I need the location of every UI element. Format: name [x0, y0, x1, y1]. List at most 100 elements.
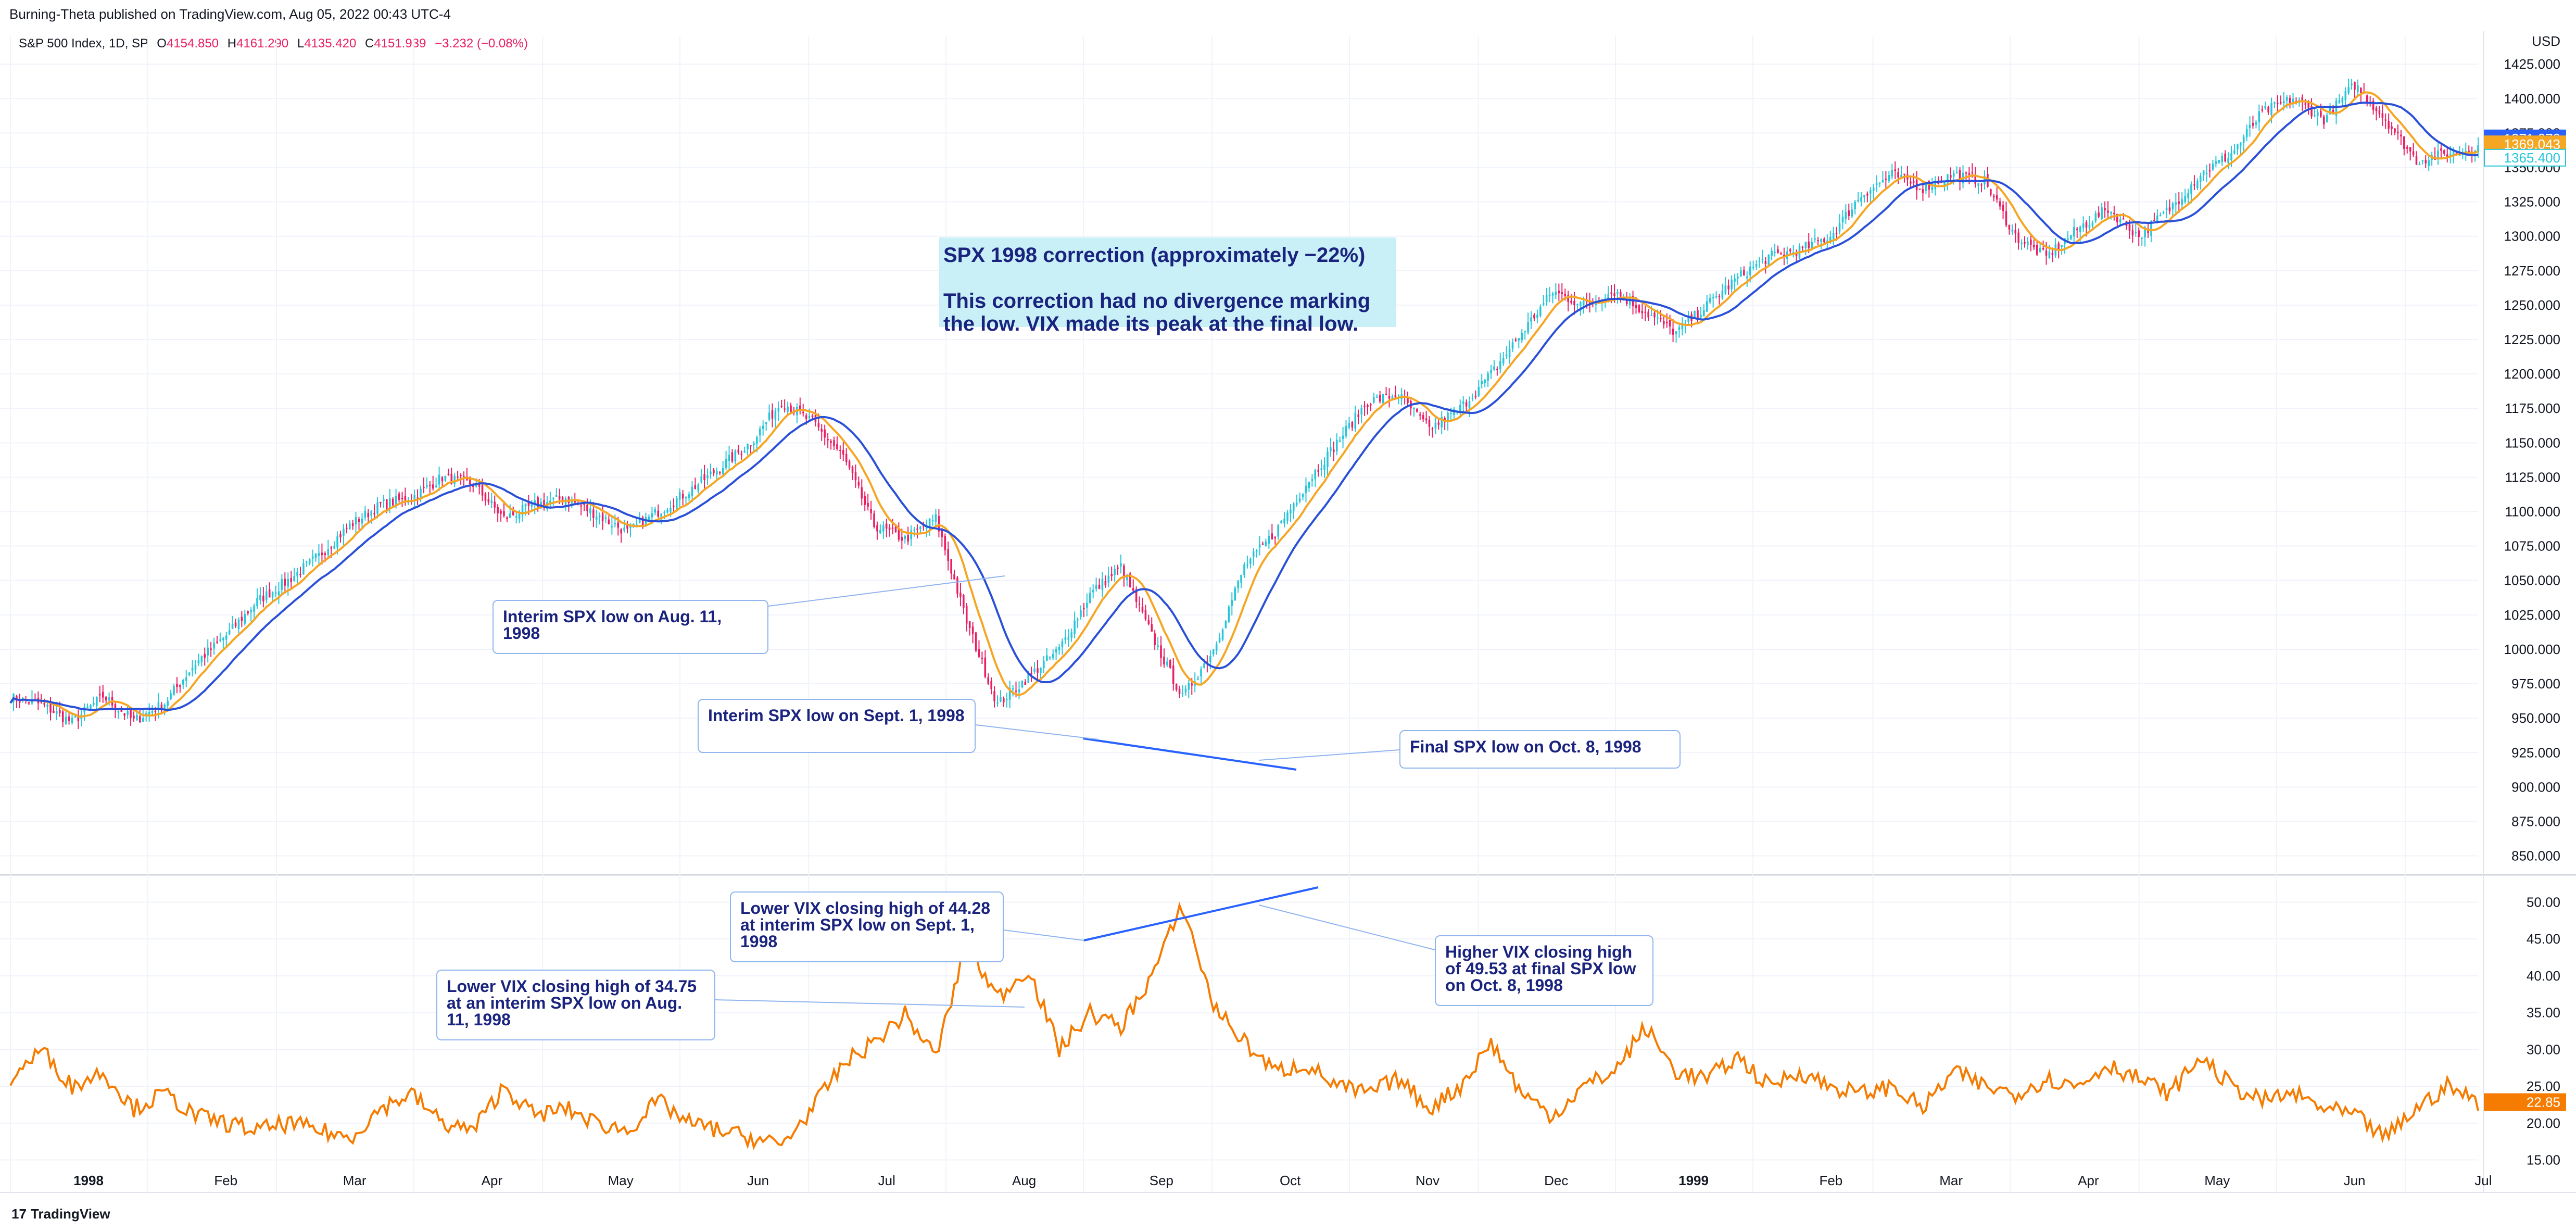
candle-body — [299, 574, 301, 575]
main-annotation[interactable]: SPX 1998 correction (approximately −22%)… — [939, 237, 1396, 335]
callout-vix-aug11[interactable]: Lower VIX closing high of 34.75 at an in… — [436, 970, 715, 1040]
candle-body — [1848, 210, 1850, 216]
candle-body — [629, 525, 632, 528]
candle-body — [1345, 425, 1347, 436]
candle-body — [879, 530, 881, 534]
candle-body — [963, 595, 965, 608]
candle-body — [2187, 193, 2189, 198]
candle-body — [1308, 482, 1310, 488]
candle-body — [1872, 187, 1875, 191]
callout-connector — [1258, 905, 1435, 950]
ma-fast-line — [9, 91, 2479, 718]
candle-body — [1003, 698, 1005, 703]
callout-vix-sept1[interactable]: Lower VIX closing high of 44.28 at inter… — [730, 891, 1004, 962]
candle-body — [2329, 107, 2331, 115]
candle-body — [1197, 679, 1199, 680]
symbol-name[interactable]: S&P 500 Index, 1D, SP — [19, 36, 148, 51]
candle-body — [1375, 396, 1378, 398]
candle-body — [93, 703, 95, 705]
candle-body — [836, 444, 838, 449]
candle-body — [604, 517, 607, 519]
candle-body — [2270, 103, 2272, 115]
candle-body — [463, 476, 465, 478]
candle-body — [497, 507, 499, 513]
ma-slow-line — [9, 102, 2479, 711]
candle-body — [1767, 255, 1770, 265]
candle-body — [1990, 189, 1992, 195]
candle-body — [1740, 270, 1742, 277]
candle-body — [1493, 366, 1495, 370]
price-tick-label: 925.000 — [2511, 745, 2560, 760]
candle-body — [1437, 422, 1440, 425]
candle-body — [873, 513, 875, 527]
close-label: C — [365, 36, 374, 51]
callout-sept1[interactable]: Interim SPX low on Sept. 1, 1998 — [698, 699, 976, 753]
callout-aug11[interactable]: Interim SPX low on Aug. 11, 1998 — [493, 600, 768, 654]
price-tick-label: 1425.000 — [2504, 56, 2560, 72]
candle-body — [774, 410, 777, 420]
candle-body — [756, 437, 758, 444]
candle-body — [2239, 142, 2242, 146]
candle-body — [1709, 298, 1711, 303]
candle-body — [1209, 656, 1211, 662]
candle-body — [894, 526, 897, 532]
candle-body — [2264, 106, 2266, 109]
candle-body — [598, 516, 601, 517]
price-tick-label: 1225.000 — [2504, 332, 2560, 347]
candle-body — [167, 700, 169, 706]
candle-body — [1925, 183, 1927, 191]
candle-body — [830, 441, 832, 443]
candle-body — [718, 472, 721, 473]
candle-body — [1910, 181, 1912, 184]
callout-vix-oct8-text: Higher VIX closing high of 49.53 at fina… — [1445, 943, 1636, 995]
tradingview-footer[interactable]: 17 TradingView — [11, 1206, 110, 1222]
candle-body — [907, 535, 909, 542]
candle-body — [1407, 397, 1409, 403]
vix-tick-label: 20.00 — [2527, 1115, 2560, 1131]
candle-body — [1104, 581, 1107, 586]
candle-body — [2181, 199, 2183, 205]
candle-body — [296, 572, 298, 576]
candle-body — [1327, 451, 1329, 467]
candle-body — [1200, 669, 1202, 677]
candle-body — [531, 502, 533, 507]
candle-body — [475, 485, 477, 487]
candle-body — [1777, 249, 1779, 253]
candle-body — [250, 610, 252, 612]
candle-body — [330, 547, 332, 549]
candle-body — [928, 518, 931, 528]
candle-body — [1644, 311, 1647, 313]
price-tick-label: 1125.000 — [2505, 469, 2560, 485]
candle-body — [1570, 300, 1572, 303]
candle-body — [49, 704, 52, 713]
candle-body — [2418, 164, 2421, 166]
candle-body — [1922, 189, 1924, 194]
candle-body — [503, 511, 505, 516]
candle-body — [1092, 590, 1094, 593]
candle-body — [383, 499, 385, 501]
callout-vix-oct8[interactable]: Higher VIX closing high of 49.53 at fina… — [1435, 935, 1653, 1006]
candle-body — [2224, 153, 2226, 161]
candle-body — [65, 717, 67, 725]
candle-body — [913, 530, 915, 531]
candle-body — [521, 505, 524, 515]
candle-body — [2277, 103, 2279, 104]
candle-body — [555, 495, 558, 497]
candle-body — [1151, 624, 1153, 632]
candle-body — [959, 592, 962, 597]
candle-body — [1135, 589, 1138, 602]
candle-body — [450, 473, 453, 485]
candle-body — [2252, 123, 2254, 126]
candle-body — [1107, 575, 1110, 583]
candle-body — [1743, 270, 1745, 276]
candle-body — [1675, 331, 1677, 335]
tradingview-logo-icon: 17 — [11, 1206, 27, 1222]
candle-body — [663, 512, 665, 513]
candle-body — [1527, 322, 1529, 333]
time-tick-label: Apr — [2078, 1173, 2099, 1188]
price-tick-label: 1075.000 — [2504, 538, 2560, 554]
callout-oct8[interactable]: Final SPX low on Oct. 8, 1998 — [1399, 730, 1681, 769]
candle-body — [710, 471, 712, 474]
candle-body — [1188, 683, 1190, 690]
